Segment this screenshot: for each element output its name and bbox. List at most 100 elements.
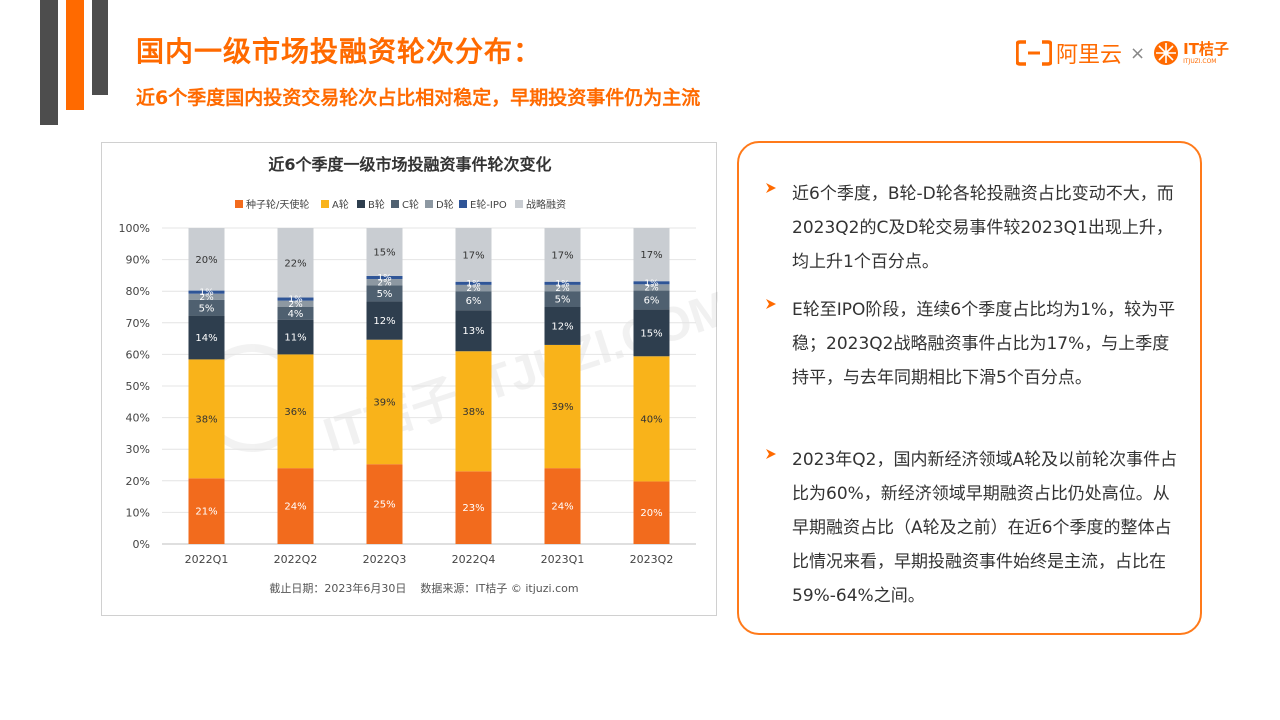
y-tick-label: 90%	[126, 254, 150, 267]
legend-label: 种子轮/天使轮	[246, 198, 309, 211]
bar-segment	[366, 464, 403, 544]
insight-bullet: 2023年Q2，国内新经济领域A轮及以前轮次事件占比为60%，新经济领域早期融资…	[765, 443, 1185, 613]
itjuzi-logo-text: IT桔子 ITJUZI.COM	[1183, 41, 1229, 65]
legend-label: D轮	[436, 198, 454, 211]
bar-segment	[188, 290, 225, 294]
bar-segment	[633, 228, 670, 282]
bar-value-label: 17%	[551, 250, 573, 261]
bar-value-label: 39%	[551, 402, 573, 413]
bar-value-label: 20%	[640, 508, 662, 519]
legend-label: 战略融资	[526, 198, 566, 211]
bar-segment	[633, 356, 670, 482]
bar-segment	[544, 468, 581, 544]
legend-swatch	[459, 200, 467, 208]
y-tick-label: 50%	[126, 380, 150, 393]
chart-bars: 21%38%14%5%2%1%20%24%36%11%4%2%1%22%25%3…	[188, 228, 670, 544]
legend-label: C轮	[402, 198, 419, 211]
bar-segment	[544, 344, 581, 469]
bar-segment	[633, 281, 670, 285]
bar-segment	[188, 299, 225, 316]
x-tick-label: 2022Q1	[185, 553, 229, 566]
legend-swatch	[515, 200, 523, 208]
x-tick-label: 2022Q2	[274, 553, 318, 566]
legend-swatch	[321, 200, 329, 208]
chart-title: 近6个季度一级市场投融资事件轮次变化	[268, 155, 551, 174]
bar-segment	[633, 481, 670, 544]
bar-value-label: 5%	[377, 289, 393, 300]
bar-segment	[366, 228, 403, 276]
bar-value-label: 13%	[462, 326, 484, 337]
header-decoration-bar-gray-right	[92, 0, 108, 95]
bar-segment	[633, 290, 670, 310]
page-subtitle: 近6个季度国内投资交易轮次占比相对稳定，早期投资事件仍为主流	[136, 87, 701, 109]
bar-value-label: 15%	[373, 247, 395, 258]
insight-bullet: 近6个季度，B轮-D轮各轮投融资占比变动不大，而2023Q2的C及D轮交易事件较…	[765, 177, 1185, 279]
arrow-bullet-icon	[766, 299, 776, 309]
bar-value-label: 1%	[377, 273, 392, 283]
bar-segment	[188, 293, 225, 300]
bar-value-label: 2%	[288, 300, 303, 310]
y-tick-label: 10%	[126, 506, 150, 519]
bar-value-label: 23%	[462, 503, 484, 514]
bar-segment	[188, 228, 225, 291]
chart-legend: 种子轮/天使轮 A轮 B轮 C轮 D轮 E轮-IPO 战略融资	[235, 198, 566, 211]
insight-bullet: E轮至IPO阶段，连续6个季度占比均为1%，较为平稳；2023Q2战略融资事件占…	[765, 293, 1185, 395]
logo-separator: ×	[1130, 42, 1146, 64]
legend-label: A轮	[332, 198, 349, 211]
header-decoration-bar-gray-left	[40, 0, 58, 125]
bar-value-label: 2%	[199, 293, 214, 303]
y-tick-label: 70%	[126, 317, 150, 330]
bar-value-label: 11%	[284, 333, 306, 344]
bar-segment	[277, 307, 314, 320]
bar-value-label: 5%	[555, 295, 571, 306]
bar-segment	[455, 228, 492, 282]
bar-value-label: 36%	[284, 407, 306, 418]
bar-segment	[544, 284, 581, 292]
orange-slice-icon	[1153, 40, 1179, 66]
y-tick-label: 20%	[126, 475, 150, 488]
bar-segment	[633, 284, 670, 291]
legend-swatch	[425, 200, 433, 208]
bar-segment	[277, 297, 314, 301]
bar-value-label: 1%	[644, 279, 659, 289]
bar-segment	[277, 354, 314, 469]
x-tick-label: 2022Q3	[363, 553, 407, 566]
bar-segment	[366, 301, 403, 340]
bar-value-label: 24%	[551, 502, 573, 513]
bar-value-label: 17%	[640, 250, 662, 261]
round-distribution-chart: IT桔子 ITJUZI.COM 近6个季度一级市场投融资事件轮次变化 种子轮/天…	[101, 142, 718, 616]
legend-swatch	[391, 200, 399, 208]
y-tick-label: 30%	[126, 443, 150, 456]
bar-segment	[633, 309, 670, 357]
bar-value-label: 1%	[199, 288, 214, 298]
bar-value-label: 5%	[199, 303, 215, 314]
bar-value-label: 6%	[466, 296, 482, 307]
bar-segment	[544, 307, 581, 345]
bar-value-label: 1%	[466, 279, 481, 289]
y-tick-label: 40%	[126, 412, 150, 425]
insight-bullet-text: E轮至IPO阶段，连续6个季度占比均为1%，较为平稳；2023Q2战略融资事件占…	[792, 300, 1176, 388]
y-tick-label: 100%	[119, 222, 150, 235]
x-axis: 2022Q1 2022Q2 2022Q3 2022Q4 2023Q1 2023Q2	[185, 553, 674, 566]
bar-segment	[455, 281, 492, 285]
bar-segment	[455, 310, 492, 352]
arrow-bullet-icon	[766, 183, 776, 193]
chart-footnote: 截止日期：2023年6月30日 数据来源：IT桔子 © itjuzi.com	[269, 581, 578, 595]
bar-value-label: 2%	[466, 284, 481, 294]
bar-segment	[455, 351, 492, 472]
y-axis: 0% 10% 20% 30% 40% 50% 60% 70% 80% 90% 100%	[119, 222, 150, 551]
legend-label: B轮	[368, 198, 385, 211]
bar-value-label: 1%	[288, 295, 303, 305]
bar-segment	[455, 291, 492, 311]
bar-value-label: 15%	[640, 328, 662, 339]
bar-segment	[277, 228, 314, 298]
stacked-bar-chart: IT桔子 ITJUZI.COM 近6个季度一级市场投融资事件轮次变化 种子轮/天…	[119, 155, 718, 595]
y-tick-label: 60%	[126, 348, 150, 361]
bar-segment	[366, 339, 403, 465]
bar-value-label: 22%	[284, 258, 306, 269]
bar-segment	[366, 279, 403, 286]
bar-value-label: 21%	[195, 507, 217, 518]
itjuzi-logo-url: ITJUZI.COM	[1183, 57, 1217, 65]
bar-segment	[188, 315, 225, 360]
legend-swatch	[357, 200, 365, 208]
